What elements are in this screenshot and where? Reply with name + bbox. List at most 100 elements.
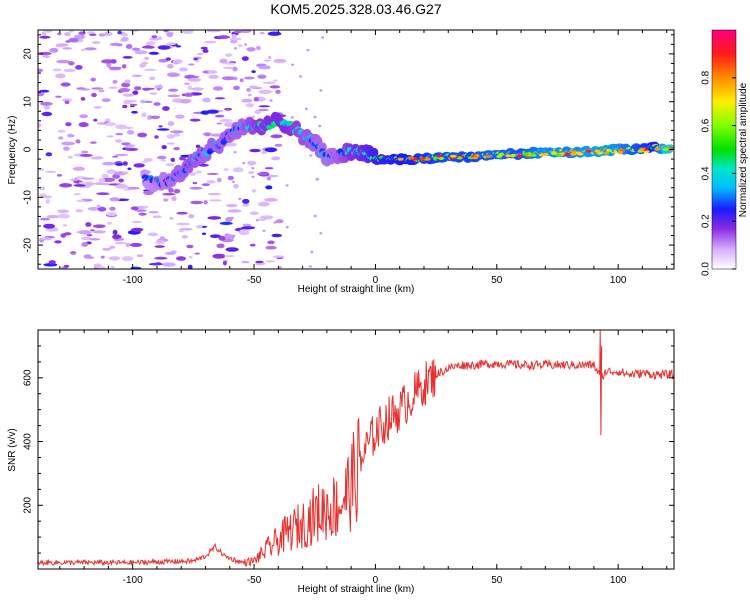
noise-speckle: [48, 260, 56, 265]
noise-speckle: [230, 39, 238, 44]
noise-speckle: [218, 235, 226, 241]
noise-speckle: [74, 34, 86, 40]
noise-speckle: [270, 156, 281, 161]
noise-speckle: [257, 218, 267, 221]
noise-speckle: [68, 37, 79, 43]
noise-speckle: [148, 51, 160, 55]
noise-speckle: [162, 192, 176, 196]
y-tick-label: 10: [23, 96, 34, 108]
ridge-core: [397, 157, 404, 161]
noise-speckle: [306, 48, 310, 52]
noise-speckle: [219, 58, 228, 64]
x-tick-label: 50: [491, 575, 503, 586]
noise-speckle: [122, 56, 133, 59]
noise-speckle: [108, 66, 122, 70]
noise-speckle: [265, 245, 277, 250]
noise-speckle: [108, 86, 118, 89]
noise-speckle: [125, 242, 131, 248]
y-tick-label: 0: [23, 146, 34, 152]
noise-speckle: [64, 32, 71, 37]
noise-speckle: [118, 88, 131, 93]
noise-speckle: [251, 70, 256, 73]
ridge-core: [498, 153, 505, 156]
noise-speckle: [201, 183, 210, 187]
noise-speckle: [79, 153, 93, 157]
noise-speckle: [63, 264, 70, 268]
noise-speckle: [63, 232, 72, 236]
spectrogram-x-label: Height of straight line (km): [298, 284, 415, 295]
noise-speckle: [109, 245, 116, 249]
noise-speckle: [131, 74, 143, 78]
noise-speckle: [70, 251, 77, 255]
noise-speckle: [241, 98, 253, 103]
noise-speckle: [92, 230, 107, 234]
noise-speckle: [121, 64, 127, 69]
noise-speckle: [92, 41, 101, 44]
noise-speckle: [115, 163, 124, 166]
noise-speckle: [148, 210, 159, 214]
noise-speckle: [237, 44, 243, 47]
noise-speckle: [304, 107, 308, 111]
noise-speckle: [290, 116, 294, 119]
noise-speckle: [258, 89, 273, 95]
noise-speckle: [59, 183, 73, 188]
noise-speckle: [75, 209, 83, 213]
noise-speckle: [227, 209, 242, 213]
noise-speckle: [272, 79, 278, 82]
noise-speckle: [126, 130, 135, 135]
noise-speckle: [57, 209, 70, 214]
noise-speckle: [166, 42, 177, 46]
noise-speckle: [154, 256, 168, 260]
colorbar-label: Normalized spectral amplitude: [738, 82, 749, 217]
noise-speckle: [216, 243, 225, 249]
noise-speckle: [166, 64, 174, 69]
ridge-core: [605, 148, 612, 152]
noise-speckle: [159, 236, 166, 241]
noise-speckle: [241, 56, 249, 61]
noise-speckle: [109, 206, 116, 211]
spectrogram-y-label: Frequency (Hz): [7, 116, 18, 185]
noise-speckle: [266, 176, 272, 181]
noise-speckle: [259, 31, 265, 35]
noise-speckle: [225, 247, 239, 252]
noise-speckle: [233, 85, 240, 91]
noise-speckle: [175, 45, 182, 48]
noise-speckle: [110, 59, 117, 64]
noise-speckle: [206, 172, 219, 175]
noise-speckle: [78, 122, 89, 128]
y-tick-label: 200: [23, 496, 34, 513]
noise-speckle: [79, 114, 88, 119]
noise-speckle: [110, 265, 115, 269]
noise-speckle: [131, 47, 141, 51]
noise-speckle: [232, 167, 244, 173]
noise-speckle: [101, 98, 111, 102]
noise-speckle: [45, 198, 51, 204]
ridge-core: [570, 150, 577, 154]
noise-speckle: [230, 216, 234, 219]
snr-frame: [37, 329, 675, 570]
x-tick-label: 0: [373, 275, 379, 286]
noise-speckle: [102, 161, 116, 166]
noise-speckle: [106, 169, 116, 175]
x-tick-label: -100: [123, 275, 143, 286]
noise-speckle: [65, 122, 72, 127]
ridge-core: [594, 149, 601, 153]
snr-x-label: Height of straight line (km): [298, 584, 415, 595]
noise-speckle: [156, 155, 167, 160]
noise-speckle: [207, 216, 222, 220]
noise-speckle: [141, 61, 149, 65]
noise-speckle: [85, 222, 92, 227]
ridge-core: [419, 157, 426, 161]
noise-speckle: [187, 78, 201, 82]
noise-speckle: [43, 223, 55, 229]
noise-speckle: [172, 59, 183, 64]
noise-speckle: [231, 34, 237, 39]
noise-speckle: [262, 81, 277, 85]
noise-speckle: [190, 87, 204, 91]
noise-speckle: [272, 255, 285, 258]
noise-speckle: [267, 240, 275, 245]
noise-speckle: [176, 256, 186, 261]
noise-speckle: [39, 217, 51, 221]
noise-speckle: [63, 146, 70, 151]
noise-speckle: [278, 266, 282, 269]
